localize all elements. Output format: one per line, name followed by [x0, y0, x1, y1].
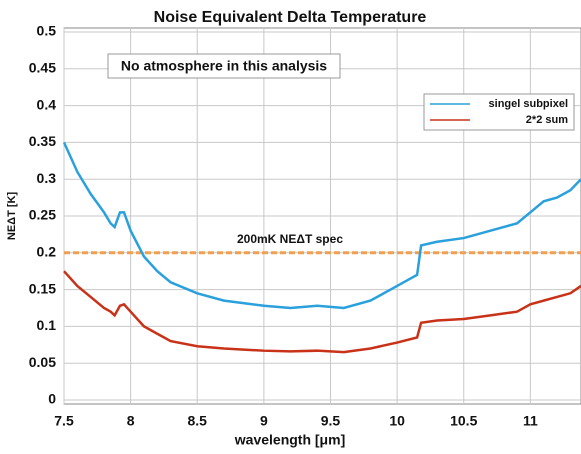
legend-label: singel subpixel: [489, 98, 568, 110]
spec-label: 200mK NEΔT spec: [237, 232, 343, 246]
y-tick-label: 0.05: [29, 354, 56, 370]
y-tick-label: 0.35: [29, 133, 56, 149]
x-axis-label: wavelength [μm]: [234, 432, 345, 448]
y-tick-label: 0.1: [37, 317, 57, 333]
x-tick-label: 9: [260, 413, 268, 429]
y-tick-label: 0.45: [29, 60, 56, 76]
y-tick-label: 0.5: [37, 23, 57, 39]
x-tick-label: 7.5: [54, 413, 74, 429]
series-line: [63, 270, 581, 354]
legend: [423, 93, 575, 131]
x-tick-label: 10.5: [450, 413, 477, 429]
x-tick-label: 9.5: [321, 413, 341, 429]
x-tick-label: 11: [523, 413, 538, 429]
y-tick-label: 0.3: [37, 170, 57, 186]
x-tick-label: 10: [389, 413, 405, 429]
x-tick-label: 8.5: [188, 413, 208, 429]
chart-title: Noise Equivalent Delta Temperature: [154, 9, 427, 26]
y-axis-label: NEΔT [K]: [6, 192, 18, 241]
y-tick-label: 0.2: [37, 244, 57, 260]
annotation-box: [107, 53, 341, 79]
y-tick-label: 0.25: [29, 207, 56, 223]
x-tick-label: 8: [127, 413, 135, 429]
series-line: [62, 141, 581, 310]
annotation: No atmosphere in this analysis: [121, 58, 327, 74]
y-tick-label: 0.15: [29, 280, 56, 296]
y-tick-label: 0.4: [37, 96, 57, 112]
y-tick-label: 0: [48, 391, 56, 407]
legend-label: 2*2 sum: [526, 114, 568, 126]
